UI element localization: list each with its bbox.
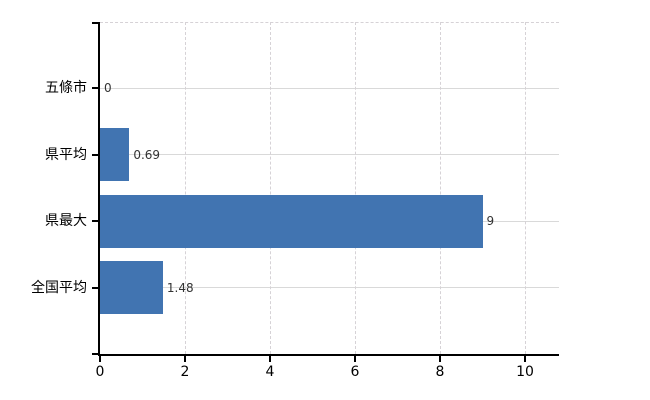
horizontal-gridline <box>100 287 559 289</box>
x-tick-label: 0 <box>95 364 105 380</box>
bar-value-label: 1.48 <box>166 280 194 295</box>
bar-value-label: 0 <box>104 81 112 96</box>
x-axis-tick <box>269 356 271 362</box>
vertical-gridline <box>270 22 271 354</box>
x-tick-label: 10 <box>516 364 534 380</box>
horizontal-gridline <box>100 154 559 156</box>
x-tick-label: 4 <box>265 364 275 380</box>
x-tick-label: 2 <box>180 364 190 380</box>
x-axis-tick <box>184 356 186 362</box>
category-label: 五條市 <box>45 80 87 97</box>
vertical-gridline <box>525 22 526 354</box>
bar <box>100 128 130 182</box>
y-axis-tick <box>92 22 98 24</box>
vertical-gridline <box>185 22 186 354</box>
x-axis-tick <box>524 356 526 362</box>
plot-top-border <box>100 22 559 23</box>
bar <box>100 194 483 248</box>
y-axis-tick <box>92 220 98 223</box>
x-axis-tick <box>439 356 441 362</box>
y-axis-tick <box>92 286 98 289</box>
x-axis-tick <box>354 356 356 362</box>
bar <box>100 261 163 315</box>
y-axis-tick <box>92 353 98 355</box>
x-tick-label: 8 <box>435 364 445 380</box>
x-axis-tick <box>99 356 101 362</box>
y-axis-tick <box>92 87 98 90</box>
category-label: 県平均 <box>45 146 87 163</box>
x-axis-line <box>100 354 559 356</box>
category-label: 県最大 <box>45 213 87 230</box>
bar-value-label: 0.69 <box>133 147 161 162</box>
vertical-gridline <box>440 22 441 354</box>
vertical-gridline <box>355 22 356 354</box>
bar-value-label: 9 <box>486 214 495 229</box>
category-label: 全国平均 <box>31 279 87 296</box>
horizontal-gridline <box>100 87 559 89</box>
y-axis-tick <box>92 153 98 156</box>
y-axis-line <box>98 22 100 356</box>
x-tick-label: 6 <box>350 364 360 380</box>
